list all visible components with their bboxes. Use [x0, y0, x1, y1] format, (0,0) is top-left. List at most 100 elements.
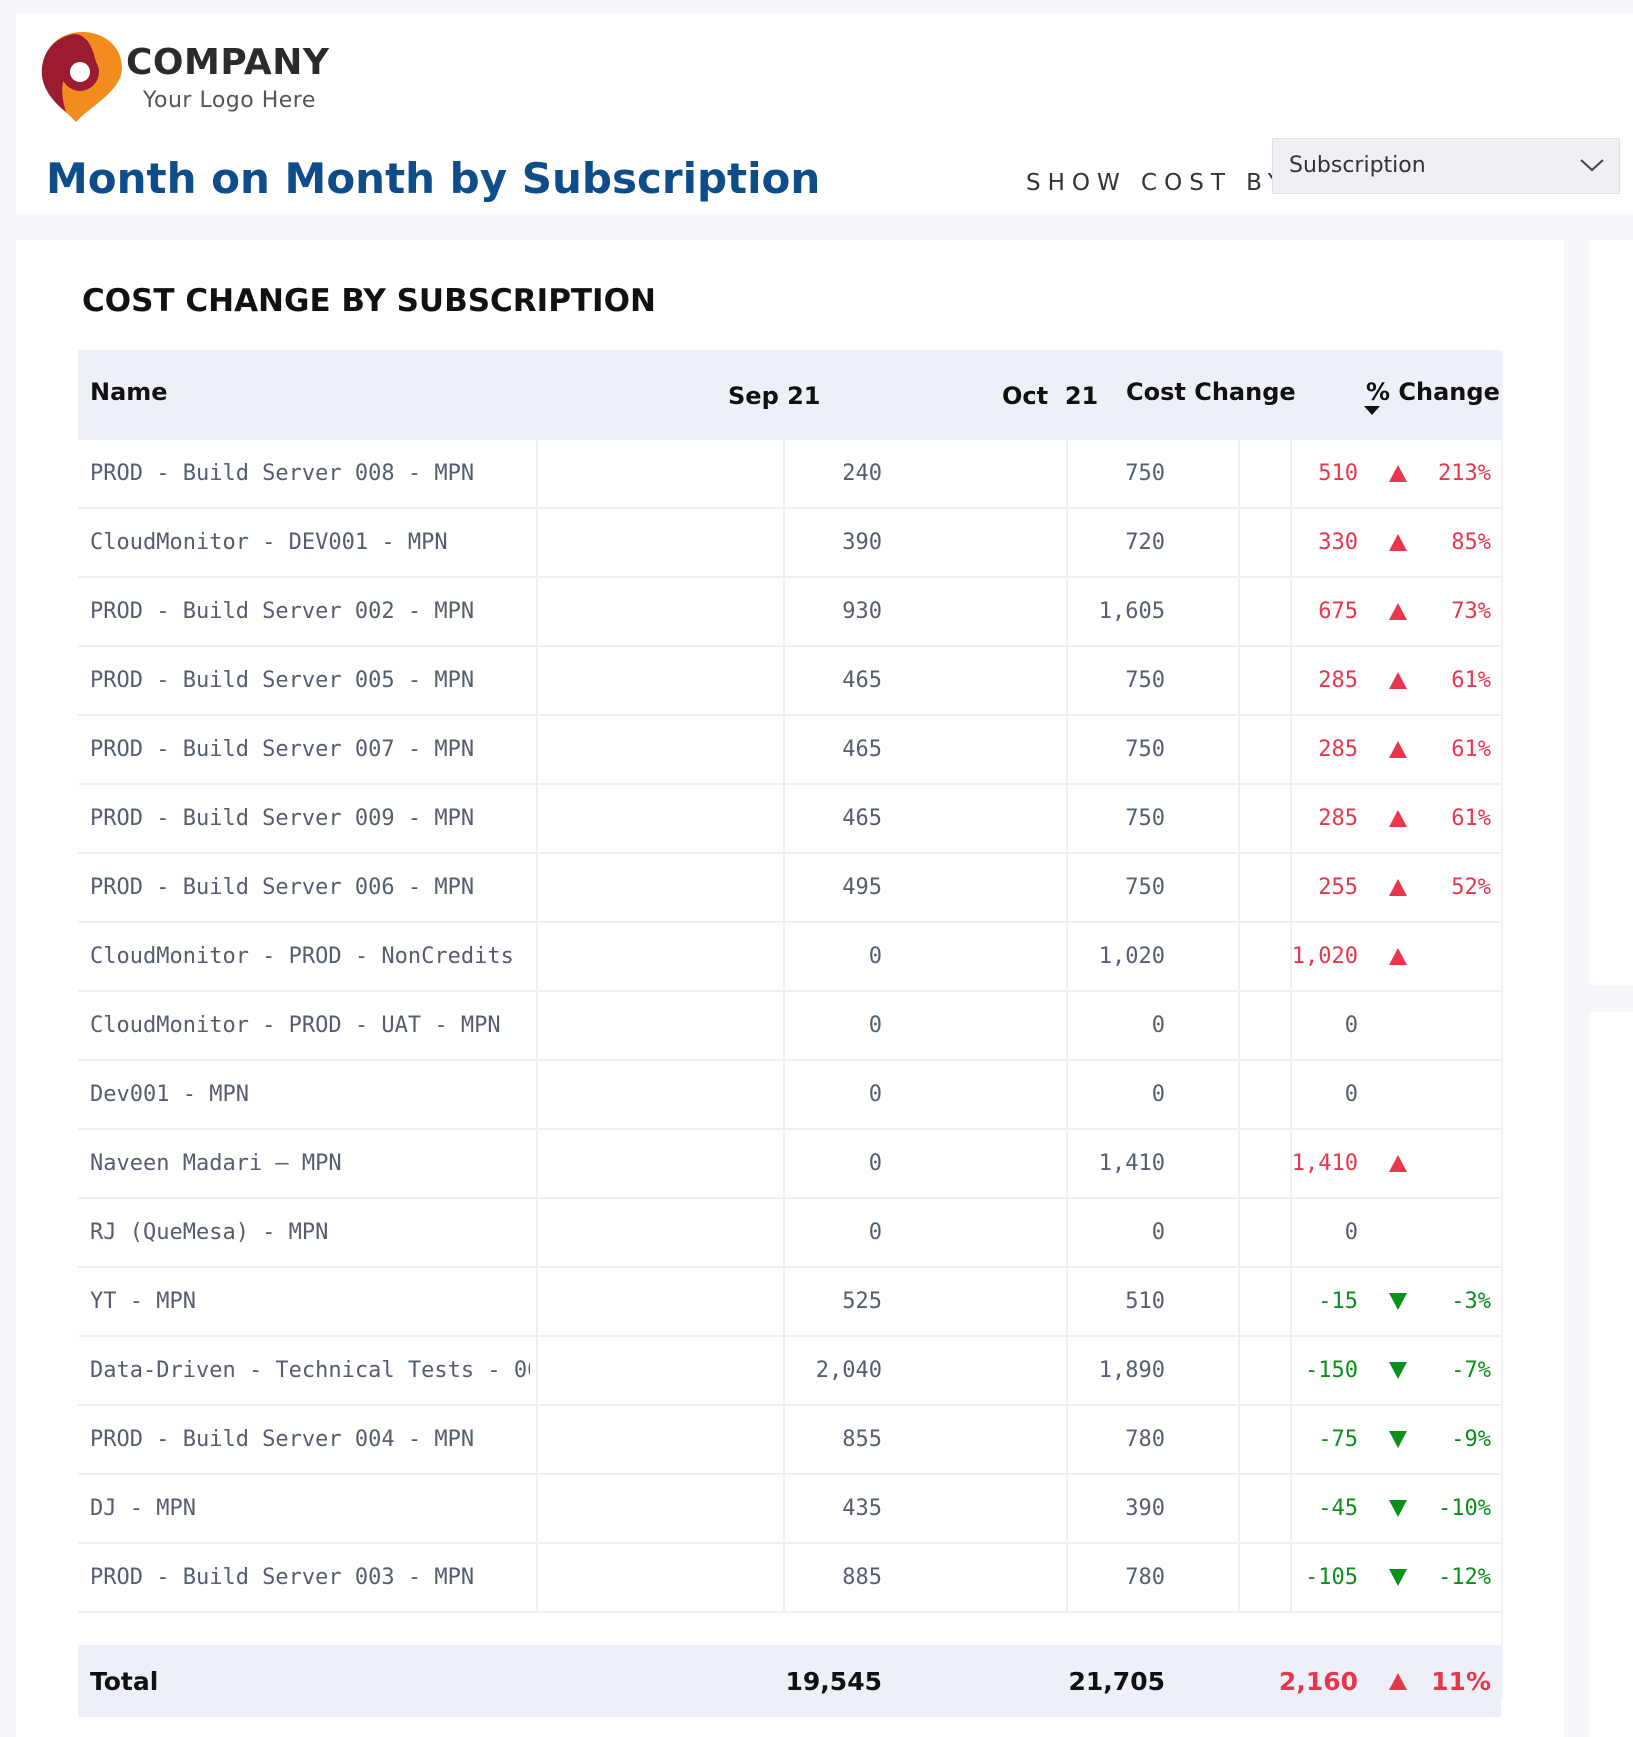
- page-title: Month on Month by Subscription: [46, 154, 821, 203]
- table-row[interactable]: CloudMonitor - PROD - UAT - MPN 0 0 0: [78, 992, 1501, 1061]
- column-divider: [783, 716, 785, 783]
- row-pct-change: 73%: [1451, 599, 1491, 624]
- column-divider: [1290, 1199, 1292, 1266]
- row-pct-change: -10%: [1438, 1496, 1491, 1521]
- table-row[interactable]: YT - MPN 525 510 -15 -3%: [78, 1268, 1501, 1337]
- column-divider: [536, 1337, 538, 1404]
- row-name: Data-Driven - Technical Tests - 001: [90, 1358, 530, 1383]
- column-divider: [1290, 992, 1292, 1059]
- company-tagline: Your Logo Here: [143, 88, 316, 113]
- row-oct: 1,410: [1098, 1151, 1165, 1176]
- column-divider: [1290, 440, 1292, 507]
- row-sep: 0: [868, 944, 882, 969]
- column-divider: [536, 1061, 538, 1128]
- column-divider: [1066, 716, 1068, 783]
- column-divider: [783, 1475, 785, 1542]
- column-divider: [1238, 716, 1240, 783]
- column-divider: [1290, 923, 1292, 990]
- chevron-down-icon: [1580, 159, 1604, 172]
- column-divider: [783, 992, 785, 1059]
- row-pct-change: 85%: [1451, 530, 1491, 555]
- table-row[interactable]: CloudMonitor - PROD - NonCredits - M... 0…: [78, 923, 1501, 992]
- column-divider: [1238, 440, 1240, 507]
- column-header-sep[interactable]: Sep 21: [728, 382, 821, 410]
- table-row[interactable]: DJ - MPN 435 390 -45 -10%: [78, 1475, 1501, 1544]
- row-name: PROD - Build Server 002 - MPN: [90, 599, 475, 624]
- table-header: Name Sep 21 Oct 21 Cost Change % Change: [78, 350, 1501, 440]
- show-cost-by-dropdown[interactable]: Subscription: [1272, 138, 1620, 194]
- column-header-name[interactable]: Name: [90, 378, 168, 406]
- column-header-pct-change[interactable]: % Change: [1366, 378, 1500, 406]
- company-logo: [41, 32, 122, 122]
- row-name: CloudMonitor - DEV001 - MPN: [90, 530, 448, 555]
- column-divider: [783, 1199, 785, 1266]
- side-panel-bottom: [1590, 1012, 1633, 1737]
- row-name: RJ (QueMesa) - MPN: [90, 1220, 329, 1245]
- column-header-cost-change[interactable]: Cost Change: [1126, 378, 1296, 406]
- table-row[interactable]: PROD - Build Server 006 - MPN 495 750 255 52…: [78, 854, 1501, 923]
- column-divider: [536, 1544, 538, 1611]
- column-divider: [536, 1406, 538, 1473]
- trend-up-icon: [1389, 741, 1407, 758]
- row-sep: 0: [868, 1082, 882, 1107]
- table-row[interactable]: PROD - Build Server 004 - MPN 855 780 -75 -9…: [78, 1406, 1501, 1475]
- column-divider: [1290, 1544, 1292, 1611]
- column-divider: [783, 578, 785, 645]
- column-divider: [1238, 1268, 1240, 1335]
- column-divider: [536, 1475, 538, 1542]
- row-sep: 435: [842, 1496, 882, 1521]
- table-row[interactable]: PROD - Build Server 009 - MPN 465 750 285 61…: [78, 785, 1501, 854]
- table-row[interactable]: PROD - Build Server 007 - MPN 465 750 285 61…: [78, 716, 1501, 785]
- row-oct: 0: [1151, 1220, 1165, 1245]
- row-name: DJ - MPN: [90, 1496, 196, 1521]
- table-row[interactable]: PROD - Build Server 003 - MPN 885 780 -105 -…: [78, 1544, 1501, 1613]
- column-divider: [1290, 509, 1292, 576]
- row-trend: [1373, 1268, 1423, 1335]
- total-label: Total: [90, 1666, 159, 1696]
- table-scrollbar[interactable]: [1501, 350, 1503, 1698]
- column-divider: [783, 509, 785, 576]
- cost-change-table: Name Sep 21 Oct 21 Cost Change % Change …: [78, 350, 1503, 1720]
- show-cost-by-label: SHOW COST BY: [1026, 170, 1289, 196]
- table-row[interactable]: CloudMonitor - DEV001 - MPN 390 720 330 85%: [78, 509, 1501, 578]
- column-divider: [1290, 1337, 1292, 1404]
- row-sep: 0: [868, 1151, 882, 1176]
- row-trend: [1373, 1337, 1423, 1404]
- trend-up-icon: [1389, 534, 1407, 551]
- total-cost-change: 2,160: [1278, 1666, 1358, 1696]
- column-divider: [1238, 854, 1240, 921]
- table-row[interactable]: Dev001 - MPN 0 0 0: [78, 1061, 1501, 1130]
- row-cost-change: 285: [1318, 806, 1358, 831]
- row-pct-change: 61%: [1451, 668, 1491, 693]
- company-name: COMPANY: [126, 42, 330, 83]
- column-divider: [1290, 1130, 1292, 1197]
- sort-descending-icon: [1364, 406, 1380, 415]
- row-oct: 1,890: [1098, 1358, 1165, 1383]
- column-divider: [1066, 1337, 1068, 1404]
- row-cost-change: 255: [1318, 875, 1358, 900]
- table-row[interactable]: PROD - Build Server 008 - MPN 240 750 510 21…: [78, 440, 1501, 509]
- row-name: CloudMonitor - PROD - NonCredits - M...: [90, 944, 530, 969]
- row-sep: 390: [842, 530, 882, 555]
- total-pct-change: 11%: [1431, 1666, 1491, 1696]
- column-header-oct[interactable]: Oct 21: [1002, 382, 1099, 410]
- row-trend: [1373, 716, 1423, 783]
- row-oct: 390: [1125, 1496, 1165, 1521]
- table-row[interactable]: PROD - Build Server 005 - MPN 465 750 285 61…: [78, 647, 1501, 716]
- table-row[interactable]: Naveen Madari – MPN 0 1,410 1,410: [78, 1130, 1501, 1199]
- table-row[interactable]: PROD - Build Server 002 - MPN 930 1,605 675…: [78, 578, 1501, 647]
- column-divider: [1290, 1406, 1292, 1473]
- row-cost-change: 1,410: [1291, 1151, 1358, 1176]
- column-divider: [1238, 578, 1240, 645]
- table-row[interactable]: RJ (QueMesa) - MPN 0 0 0: [78, 1199, 1501, 1268]
- column-divider: [783, 1337, 785, 1404]
- column-divider: [783, 1268, 785, 1335]
- row-pct-change: -7%: [1451, 1358, 1491, 1383]
- row-sep: 240: [842, 461, 882, 486]
- row-cost-change: -105: [1305, 1565, 1358, 1590]
- column-divider: [536, 923, 538, 990]
- column-divider: [1238, 1475, 1240, 1542]
- row-sep: 465: [842, 737, 882, 762]
- column-divider: [1238, 1130, 1240, 1197]
- table-row[interactable]: Data-Driven - Technical Tests - 001 2,040…: [78, 1337, 1501, 1406]
